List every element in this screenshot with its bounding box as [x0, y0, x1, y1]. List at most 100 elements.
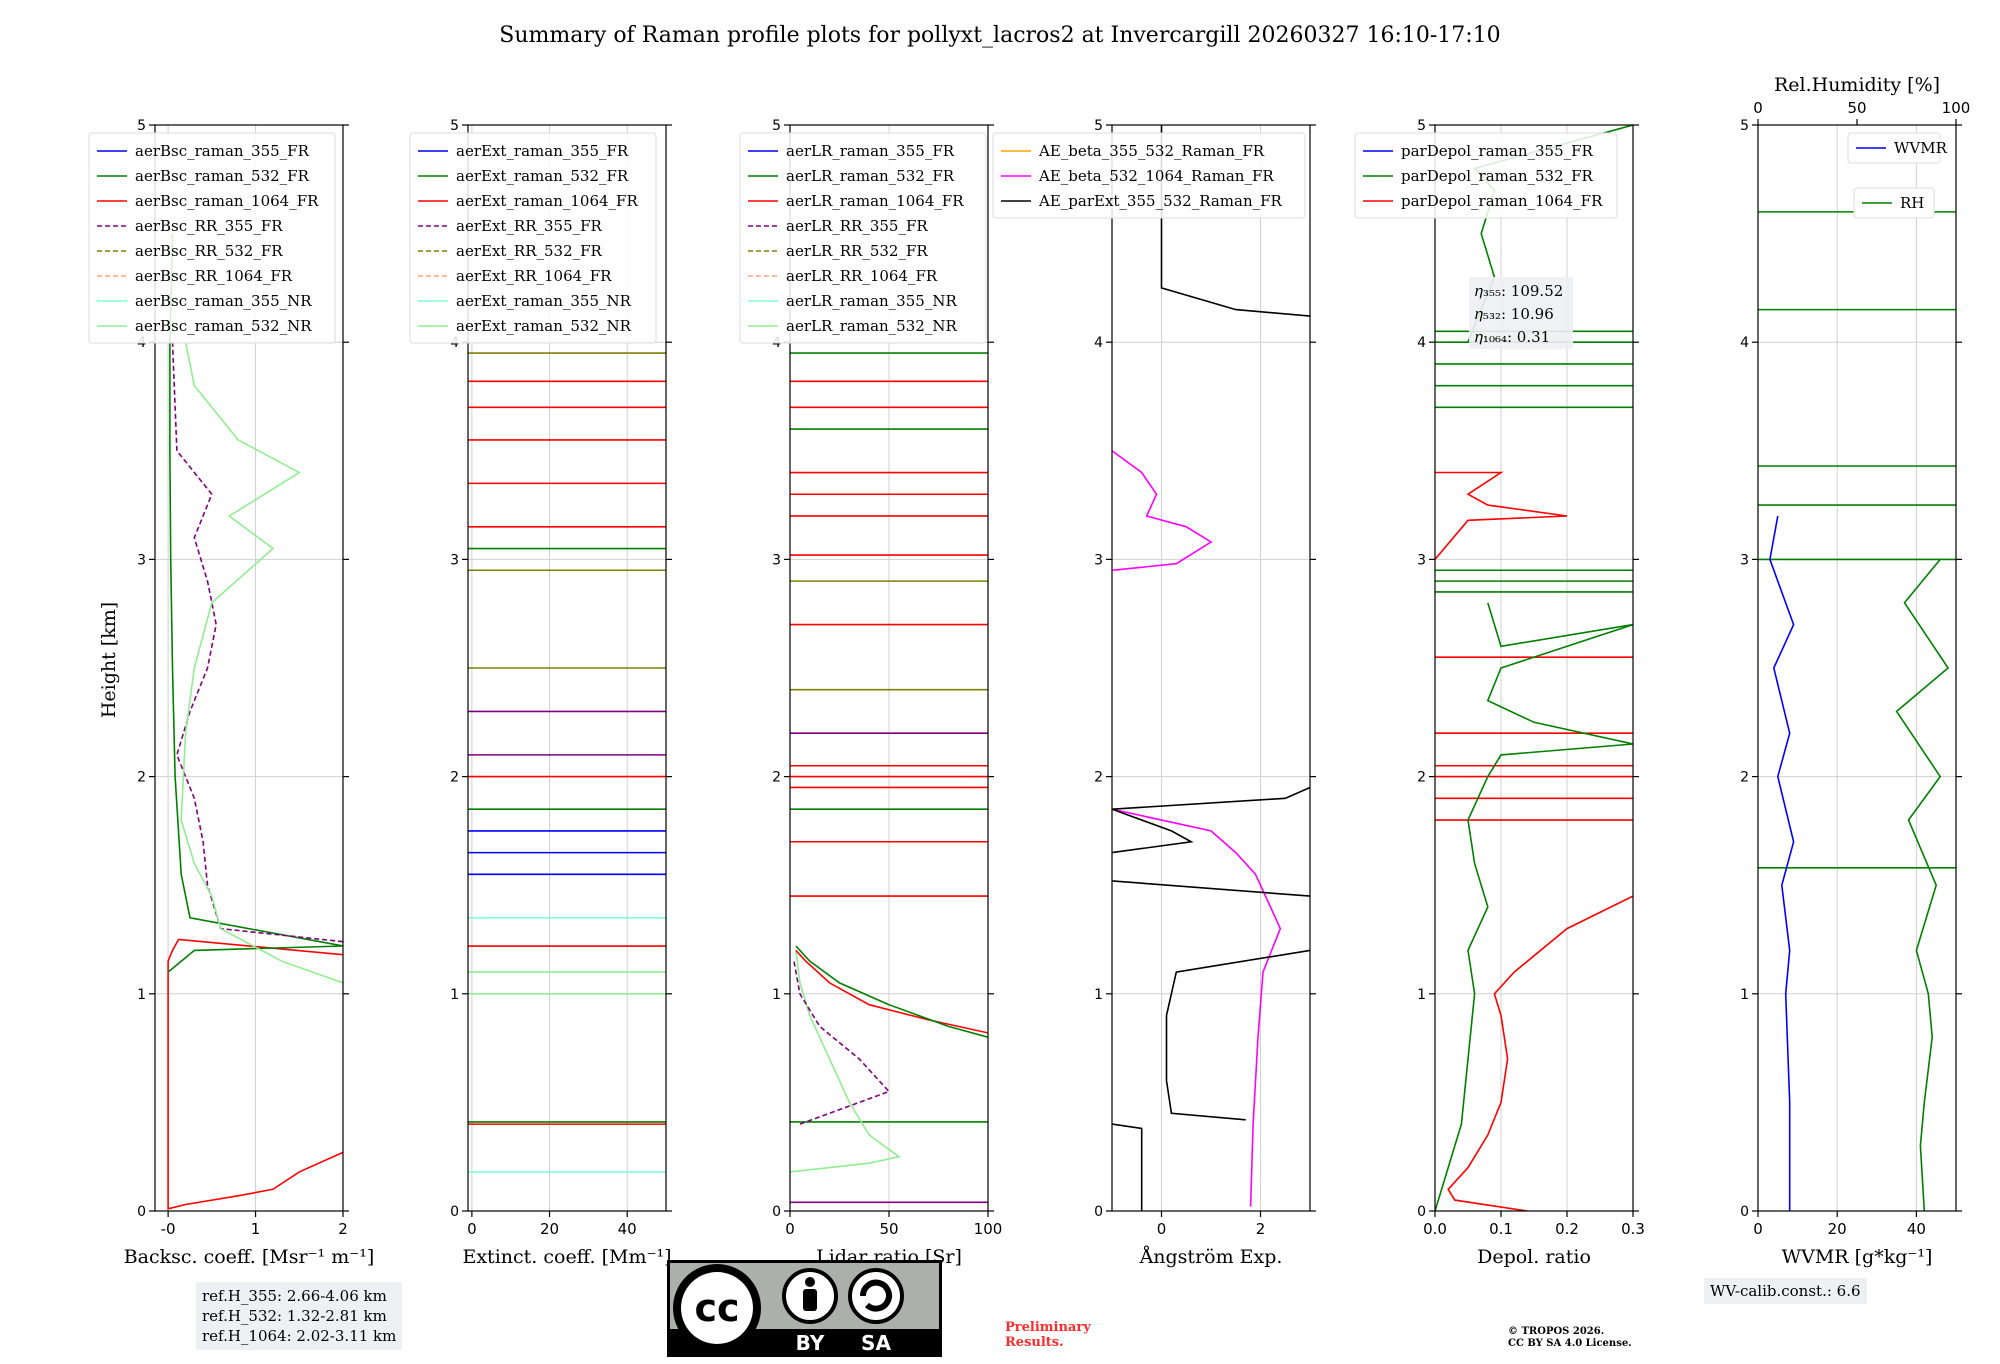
- x-tick-label: 50: [879, 1220, 898, 1238]
- legend-label: aerBsc_RR_1064_FR: [135, 267, 293, 285]
- x-axis-label: Extinct. coeff. [Mm⁻¹]: [462, 1246, 671, 1268]
- eta-label: 𝜂₁₀₆₄: 0.31: [1475, 328, 1550, 346]
- preliminary-line-2: Results.: [1005, 1335, 1064, 1350]
- y-tick-label: 1: [1094, 987, 1103, 1003]
- by-person-body: [803, 1289, 817, 1311]
- x-tick-label: 2: [1256, 1220, 1266, 1238]
- legend-label: parDepol_raman_355_FR: [1401, 142, 1594, 160]
- sa-share-icon: [848, 1268, 904, 1324]
- eta-box: [1469, 277, 1573, 349]
- panel-ext: 01234502040Extinct. coeff. [Mm⁻¹]aerExt_…: [409, 118, 672, 1268]
- series-line-parDepol_raman_1064_FR: [1435, 471, 1568, 560]
- y-tick-label: 5: [1740, 118, 1749, 134]
- top-x-axis-label: Rel.Humidity [%]: [1774, 74, 1940, 96]
- legend-label: parDepol_raman_532_FR: [1401, 167, 1594, 185]
- legend-box: [992, 132, 1306, 219]
- legend-label: AE_parExt_355_532_Raman_FR: [1038, 192, 1283, 210]
- y-tick-label: 4: [1740, 335, 1749, 351]
- x-tick-label: 0: [467, 1220, 477, 1238]
- legend-label: aerBsc_raman_355_FR: [135, 142, 310, 160]
- axes-frame: [154, 124, 344, 1212]
- eta-label: 𝜂₃₅₅: 109.52: [1475, 282, 1563, 300]
- series-line-parDepol_raman_1064_FR: [1447, 895, 1633, 1211]
- series-line-AE_beta_532_1064_Raman_FR: [1112, 808, 1282, 1207]
- y-tick-label: 5: [450, 118, 459, 134]
- axes-frame: [1434, 124, 1634, 1212]
- x-tick-label: 1: [251, 1220, 261, 1238]
- legend-box: [88, 132, 336, 344]
- y-tick-label: 2: [1094, 770, 1103, 786]
- y-tick-label: 0: [137, 1204, 146, 1220]
- series-line-aerBsc_raman_1064_FR: [167, 938, 343, 1210]
- eta-label: 𝜂₅₃₂: 10.96: [1475, 305, 1554, 323]
- legend-label: aerLR_raman_355_FR: [786, 142, 955, 160]
- y-tick-label: 5: [772, 118, 781, 134]
- y-tick-label: 3: [137, 552, 146, 568]
- copyright-line-2: CC BY SA 4.0 License.: [1508, 1338, 1632, 1349]
- series-line-aerLR_raman_1064_FR: [795, 949, 988, 1034]
- reference-heights-box: ref.H_355: 2.66-4.06 km ref.H_532: 1.32-…: [196, 1282, 403, 1350]
- legend-label: aerLR_raman_532_FR: [786, 167, 955, 185]
- y-tick-label: 3: [1740, 552, 1749, 568]
- y-tick-label: 0: [772, 1204, 781, 1220]
- y-tick-label: 1: [137, 987, 146, 1003]
- copyright-line-1: © TROPOS 2026.: [1508, 1326, 1605, 1337]
- cc-letters: cc: [694, 1286, 739, 1330]
- y-tick-label: 3: [772, 552, 781, 568]
- y-tick-label: 4: [1417, 335, 1426, 351]
- series-line-AE_beta_532_1064_Raman_FR: [1112, 450, 1213, 572]
- y-tick-label: 1: [772, 987, 781, 1003]
- series-line-aerLR_RR_355_FR: [793, 961, 891, 1125]
- series-line-aerLR_raman_532_FR: [795, 945, 988, 1038]
- y-tick-label: 0: [1417, 1204, 1426, 1220]
- y-tick-label: 3: [1094, 552, 1103, 568]
- legend-label: RH: [1900, 194, 1924, 212]
- axes-frame: [467, 124, 667, 1212]
- series-line-aerBsc_raman_532_NR: [180, 342, 343, 984]
- y-tick-label: 2: [1417, 770, 1426, 786]
- y-tick-label: 4: [1094, 335, 1103, 351]
- legend-label: aerLR_raman_1064_FR: [786, 192, 964, 210]
- x-tick-label: 0.3: [1621, 1220, 1645, 1238]
- x-tick-label: 0: [1157, 1220, 1167, 1238]
- legend-label: aerExt_raman_1064_FR: [456, 192, 638, 210]
- series-line-AE_parExt_355_532_Raman_FR: [1112, 786, 1310, 854]
- top-x-tick-label: 0: [1753, 99, 1763, 117]
- preliminary-line-1: Preliminary: [1005, 1320, 1091, 1335]
- legend-label: aerLR_RR_1064_FR: [786, 267, 938, 285]
- legend-label: aerLR_raman_355_NR: [786, 292, 957, 310]
- series-line-RH: [1895, 558, 1950, 1211]
- legend-label: AE_beta_532_1064_Raman_FR: [1038, 167, 1274, 185]
- legend-label: aerBsc_raman_532_NR: [135, 317, 312, 335]
- panel-depol: 0 1 2 3 4 5 0.0 0.1 0.2 0.3 Depol. ratio parDepol_r…: [1354, 118, 1645, 1268]
- series-line-aerBsc_RR_355_FR: [171, 342, 343, 943]
- y-tick-label: 5: [137, 118, 146, 134]
- x-tick-label: 2: [338, 1220, 348, 1238]
- series-line-AE_parExt_355_532_Raman_FR: [1165, 949, 1310, 1121]
- legend-label: aerExt_RR_1064_FR: [456, 267, 612, 285]
- legend-label: aerBsc_raman_532_FR: [135, 167, 310, 185]
- x-tick-label: 100: [974, 1220, 1003, 1238]
- sa-label: SA: [861, 1331, 891, 1355]
- x-tick-label: -0: [161, 1220, 176, 1238]
- y-tick-label: 3: [450, 552, 459, 568]
- y-tick-label: 1: [1417, 987, 1426, 1003]
- y-tick-label: 1: [1740, 987, 1749, 1003]
- series-line-AE_parExt_355_532_Raman_FR: [1112, 1123, 1143, 1211]
- preliminary-note: Preliminary Results.: [1005, 1320, 1091, 1350]
- legend-box: [1853, 187, 1935, 219]
- legend-label: aerBsc_raman_355_NR: [135, 292, 312, 310]
- cc-circle-inner: [681, 1272, 753, 1344]
- x-tick-label: 0.2: [1555, 1220, 1579, 1238]
- series-line-parDepol_raman_532_FR: [1435, 602, 1633, 1211]
- x-tick-label: 40: [618, 1220, 637, 1238]
- legend-label: aerExt_raman_355_NR: [456, 292, 632, 310]
- x-axis-label: WVMR [g*kg⁻¹]: [1782, 1246, 1933, 1268]
- y-tick-label: 1: [450, 987, 459, 1003]
- y-tick-label: 0: [450, 1204, 459, 1220]
- legend-label: aerExt_RR_355_FR: [456, 217, 603, 235]
- wv-calibration-note: WV-calib.const.: 6.6: [1704, 1278, 1867, 1304]
- y-tick-label: 2: [1740, 770, 1749, 786]
- legend-box: [739, 132, 987, 344]
- sa-arrow: [859, 1279, 892, 1312]
